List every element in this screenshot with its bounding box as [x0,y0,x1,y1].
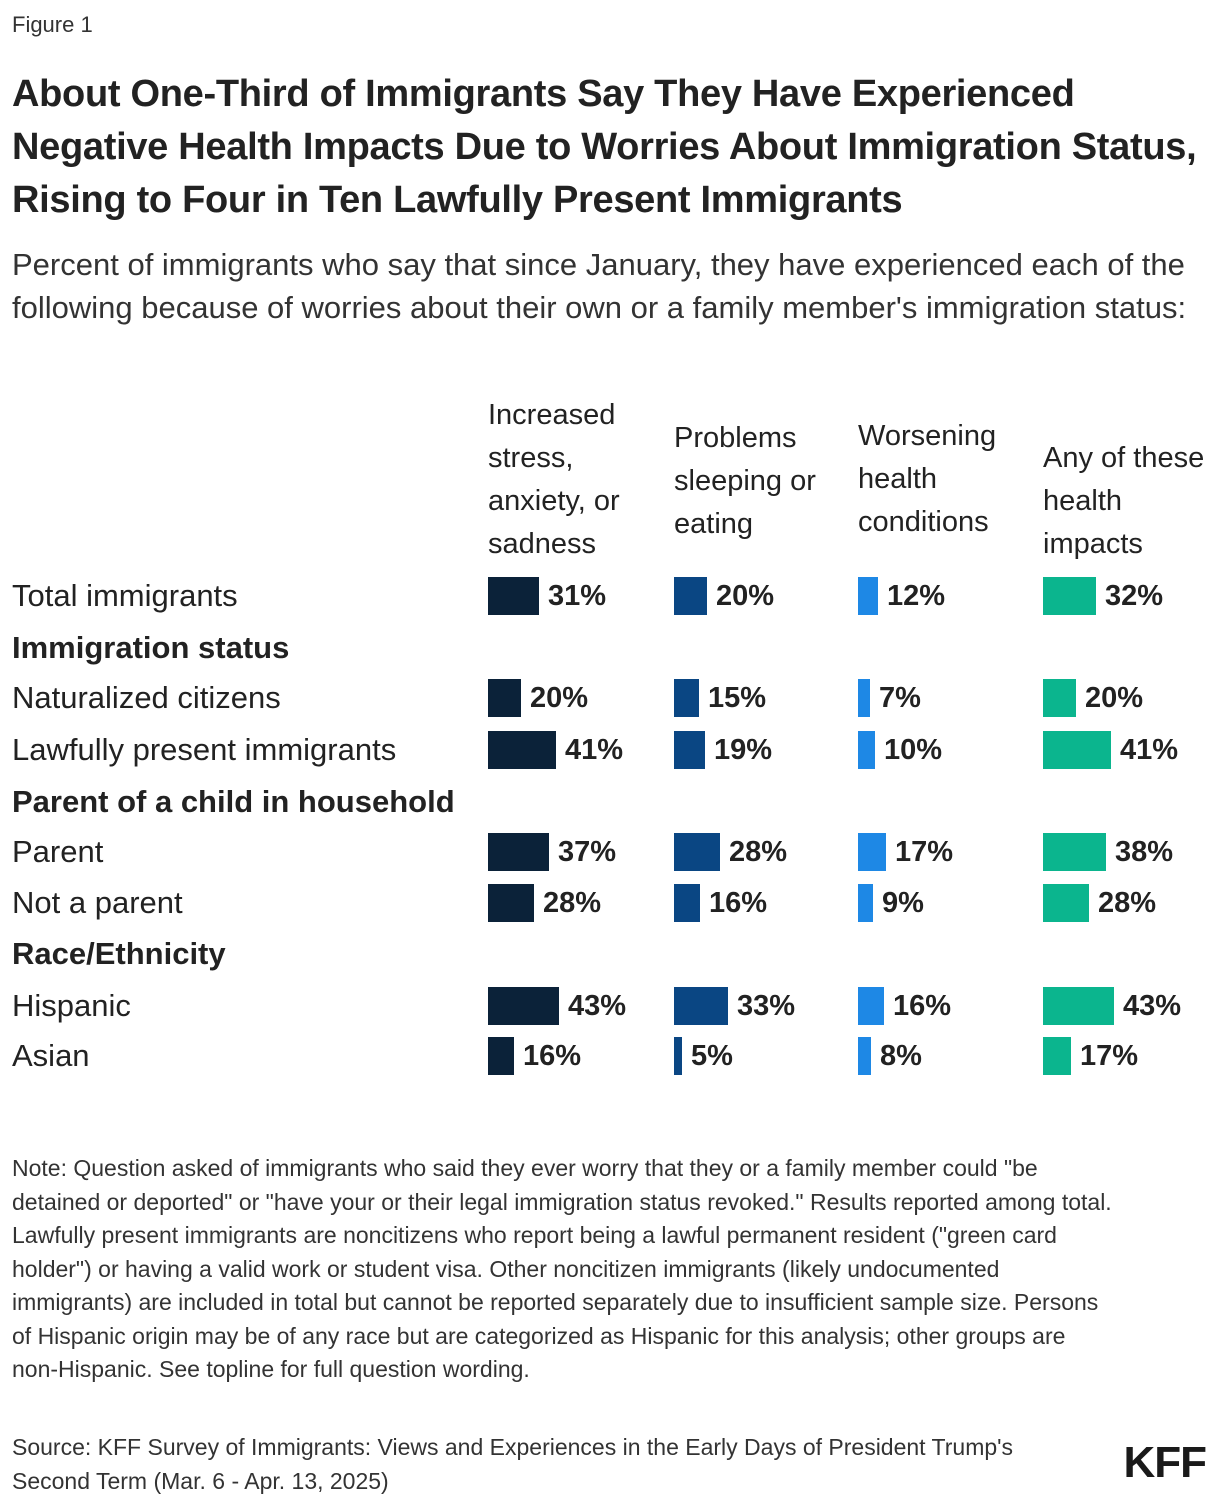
bar [858,987,884,1025]
figure-label: Figure 1 [12,12,93,37]
bar [1043,577,1096,615]
row-label: Naturalized citizens [12,680,281,715]
column-header: Problems sleeping or eating [674,422,816,540]
bar [858,731,875,769]
row-label: Hispanic [12,988,131,1023]
data-label: 31% [548,580,607,612]
data-label: 43% [1123,990,1182,1022]
data-label: 16% [709,887,768,919]
data-label: 28% [1098,887,1157,919]
bar [1043,731,1111,769]
data-label: 38% [1115,836,1174,868]
column-header: Increased stress, anxiety, or sadness [488,399,620,560]
data-label: 17% [1080,1040,1139,1072]
data-label: 32% [1105,580,1164,612]
bar [674,1037,682,1075]
bar [488,833,549,871]
data-label: 15% [708,682,767,714]
bar [674,577,707,615]
group-heading: Race/Ethnicity [12,936,226,971]
data-label: 20% [530,682,589,714]
chart-source: Source: KFF Survey of Immigrants: Views … [12,1434,1014,1494]
bar [858,1037,871,1075]
chart-title: About One-Third of Immigrants Say They H… [12,73,1197,221]
data-label: 16% [523,1040,582,1072]
data-label: 20% [1085,682,1144,714]
data-label: 7% [879,682,921,714]
data-label: 8% [880,1040,922,1072]
data-label: 9% [882,887,924,919]
data-label: 16% [893,990,952,1022]
data-label: 28% [729,836,788,868]
chart-subtitle: Percent of immigrants who say that since… [12,247,1187,325]
data-label: 43% [568,990,627,1022]
kff-logo: KFF [1123,1438,1207,1487]
data-label: 19% [714,734,773,766]
data-label: 20% [716,580,775,612]
bar [1043,987,1114,1025]
row-label: Not a parent [12,885,183,920]
bar [1043,884,1089,922]
bar [858,577,878,615]
chart-note: Note: Question asked of immigrants who s… [12,1155,1112,1382]
bar [488,1037,514,1075]
data-label: 37% [558,836,617,868]
row-label: Total immigrants [12,578,238,613]
bar [1043,833,1106,871]
data-label: 5% [691,1040,733,1072]
bar [674,833,720,871]
group-heading: Parent of a child in household [12,784,455,819]
bar [674,884,700,922]
row-label: Asian [12,1038,90,1073]
row-label: Parent [12,834,104,869]
bar [488,679,521,717]
bar [488,577,539,615]
bar [1043,1037,1071,1075]
row-label: Lawfully present immigrants [12,732,397,767]
group-heading: Immigration status [12,630,290,665]
data-label: 41% [565,734,624,766]
bar [674,987,728,1025]
data-label: 12% [887,580,946,612]
bar [488,987,559,1025]
bar [1043,679,1076,717]
data-label: 17% [895,836,954,868]
data-label: 33% [737,990,796,1022]
data-label: 41% [1120,734,1179,766]
bar [674,679,699,717]
bar [858,884,873,922]
column-header: Worsening health conditions [858,420,997,538]
data-label: 28% [543,887,602,919]
data-label: 10% [884,734,943,766]
bar [488,731,556,769]
bar [674,731,705,769]
bar [858,679,870,717]
column-header: Any of these health impacts [1043,442,1205,560]
bar [488,884,534,922]
bar [858,833,886,871]
